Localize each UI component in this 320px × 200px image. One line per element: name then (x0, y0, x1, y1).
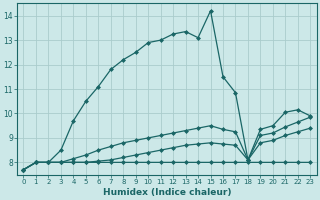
X-axis label: Humidex (Indice chaleur): Humidex (Indice chaleur) (103, 188, 231, 197)
